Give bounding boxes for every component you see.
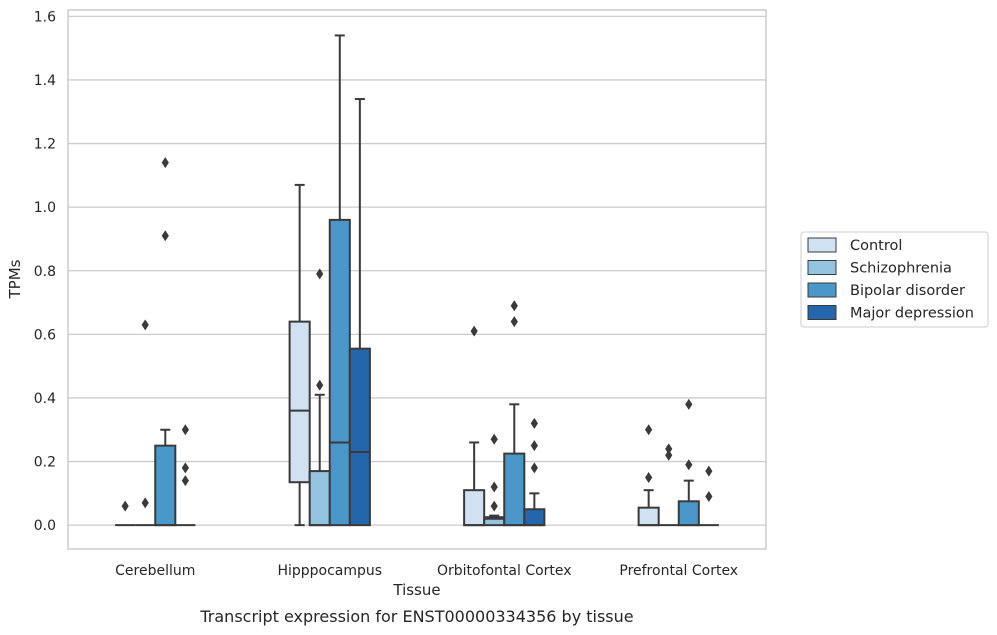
y-tick-label: 1.2 [34, 137, 56, 153]
y-tick-label: 1.4 [34, 73, 56, 89]
box-major-depression [348, 98, 371, 527]
box-bipolar-disorder [154, 157, 177, 527]
outlier-point [490, 433, 498, 445]
x-tick-label: Cerebellum [115, 563, 195, 579]
legend-swatch [807, 260, 837, 275]
box-body [348, 347, 371, 527]
y-tick-label: 1.6 [34, 9, 56, 25]
outlier-point [121, 500, 129, 512]
x-tick-label: Hipppocampus [277, 563, 382, 579]
x-axis-ticks: Cerebellum Hipppocampus Orbitofontal Corte… [115, 563, 738, 579]
y-axis-ticks: 0.0 0.2 0.4 0.6 0.8 1.0 1.2 1.4 1.6 [34, 9, 56, 534]
legend-label: Major depression [850, 306, 974, 322]
box-groups [115, 34, 719, 527]
box-control [115, 500, 136, 527]
legend-swatch [807, 305, 837, 320]
box-bipolar-disorder [328, 34, 351, 527]
legend-label: Control [850, 238, 902, 254]
box-body [308, 470, 331, 527]
box-body [154, 444, 177, 527]
outlier-point [490, 481, 498, 493]
box-major-depression [698, 465, 719, 527]
y-tick-label: 0.8 [34, 264, 56, 280]
box-bipolar-disorder [503, 300, 526, 527]
box-schizophrenia [483, 433, 506, 527]
outlier-point [530, 462, 538, 474]
outlier-point [490, 500, 498, 512]
box-body [503, 452, 526, 527]
outlier-point [705, 465, 713, 477]
box-body [637, 506, 660, 527]
outlier-point [665, 449, 673, 461]
box-schizophrenia [308, 268, 331, 527]
outlier-point [161, 157, 169, 169]
box-major-depression [175, 424, 196, 527]
box-body [463, 489, 486, 527]
outlier-point [470, 325, 478, 337]
x-axis-label: Tissue [392, 581, 440, 599]
box-body [523, 508, 546, 527]
y-axis-label: TPMs [6, 259, 24, 299]
outlier-point [645, 424, 653, 436]
y-tick-label: 1.0 [34, 200, 56, 216]
x-tick-label: Prefrontal Cortex [619, 563, 738, 579]
box-body [677, 500, 700, 527]
legend-label: Bipolar disorder [850, 283, 965, 299]
outlier-point [685, 398, 693, 410]
box-control [463, 325, 486, 527]
outlier-point [316, 379, 324, 391]
legend-swatch [807, 282, 837, 298]
y-tick-label: 0.0 [34, 518, 56, 534]
y-tick-label: 0.4 [34, 391, 56, 407]
legend-label: Schizophrenia [850, 261, 952, 277]
box-bipolar-disorder [677, 398, 700, 527]
outlier-point [181, 462, 189, 474]
outlier-point [705, 491, 713, 503]
outlier-point [665, 443, 673, 455]
chart-caption: Transcript expression for ENST0000033435… [199, 607, 633, 626]
box-control [288, 183, 311, 527]
outlier-point [530, 440, 538, 452]
box-body [288, 320, 311, 484]
y-tick-label: 0.6 [34, 327, 56, 343]
outlier-point [510, 316, 518, 328]
outlier-point [685, 459, 693, 471]
outlier-point [510, 300, 518, 312]
plot-area-frame [67, 9, 767, 550]
outlier-point [181, 475, 189, 487]
grid-lines [68, 15, 766, 526]
outlier-point [530, 417, 538, 429]
outlier-point [316, 268, 324, 280]
x-tick-label: Orbitofontal Cortex [437, 563, 572, 579]
outlier-point [141, 497, 149, 509]
outlier-point [645, 471, 653, 483]
legend-swatch [807, 237, 837, 253]
outlier-point [181, 424, 189, 436]
box-body [328, 218, 351, 527]
box-control [637, 424, 660, 527]
outlier-point [141, 319, 149, 331]
box-schizophrenia [135, 319, 156, 527]
outlier-point [161, 230, 169, 242]
legend: Control Schizophrenia Bipolar disorder Majo… [800, 231, 989, 328]
box-schizophrenia [658, 443, 679, 527]
box-major-depression [523, 417, 546, 527]
legend-frame [800, 231, 989, 328]
y-tick-label: 0.2 [34, 455, 56, 471]
